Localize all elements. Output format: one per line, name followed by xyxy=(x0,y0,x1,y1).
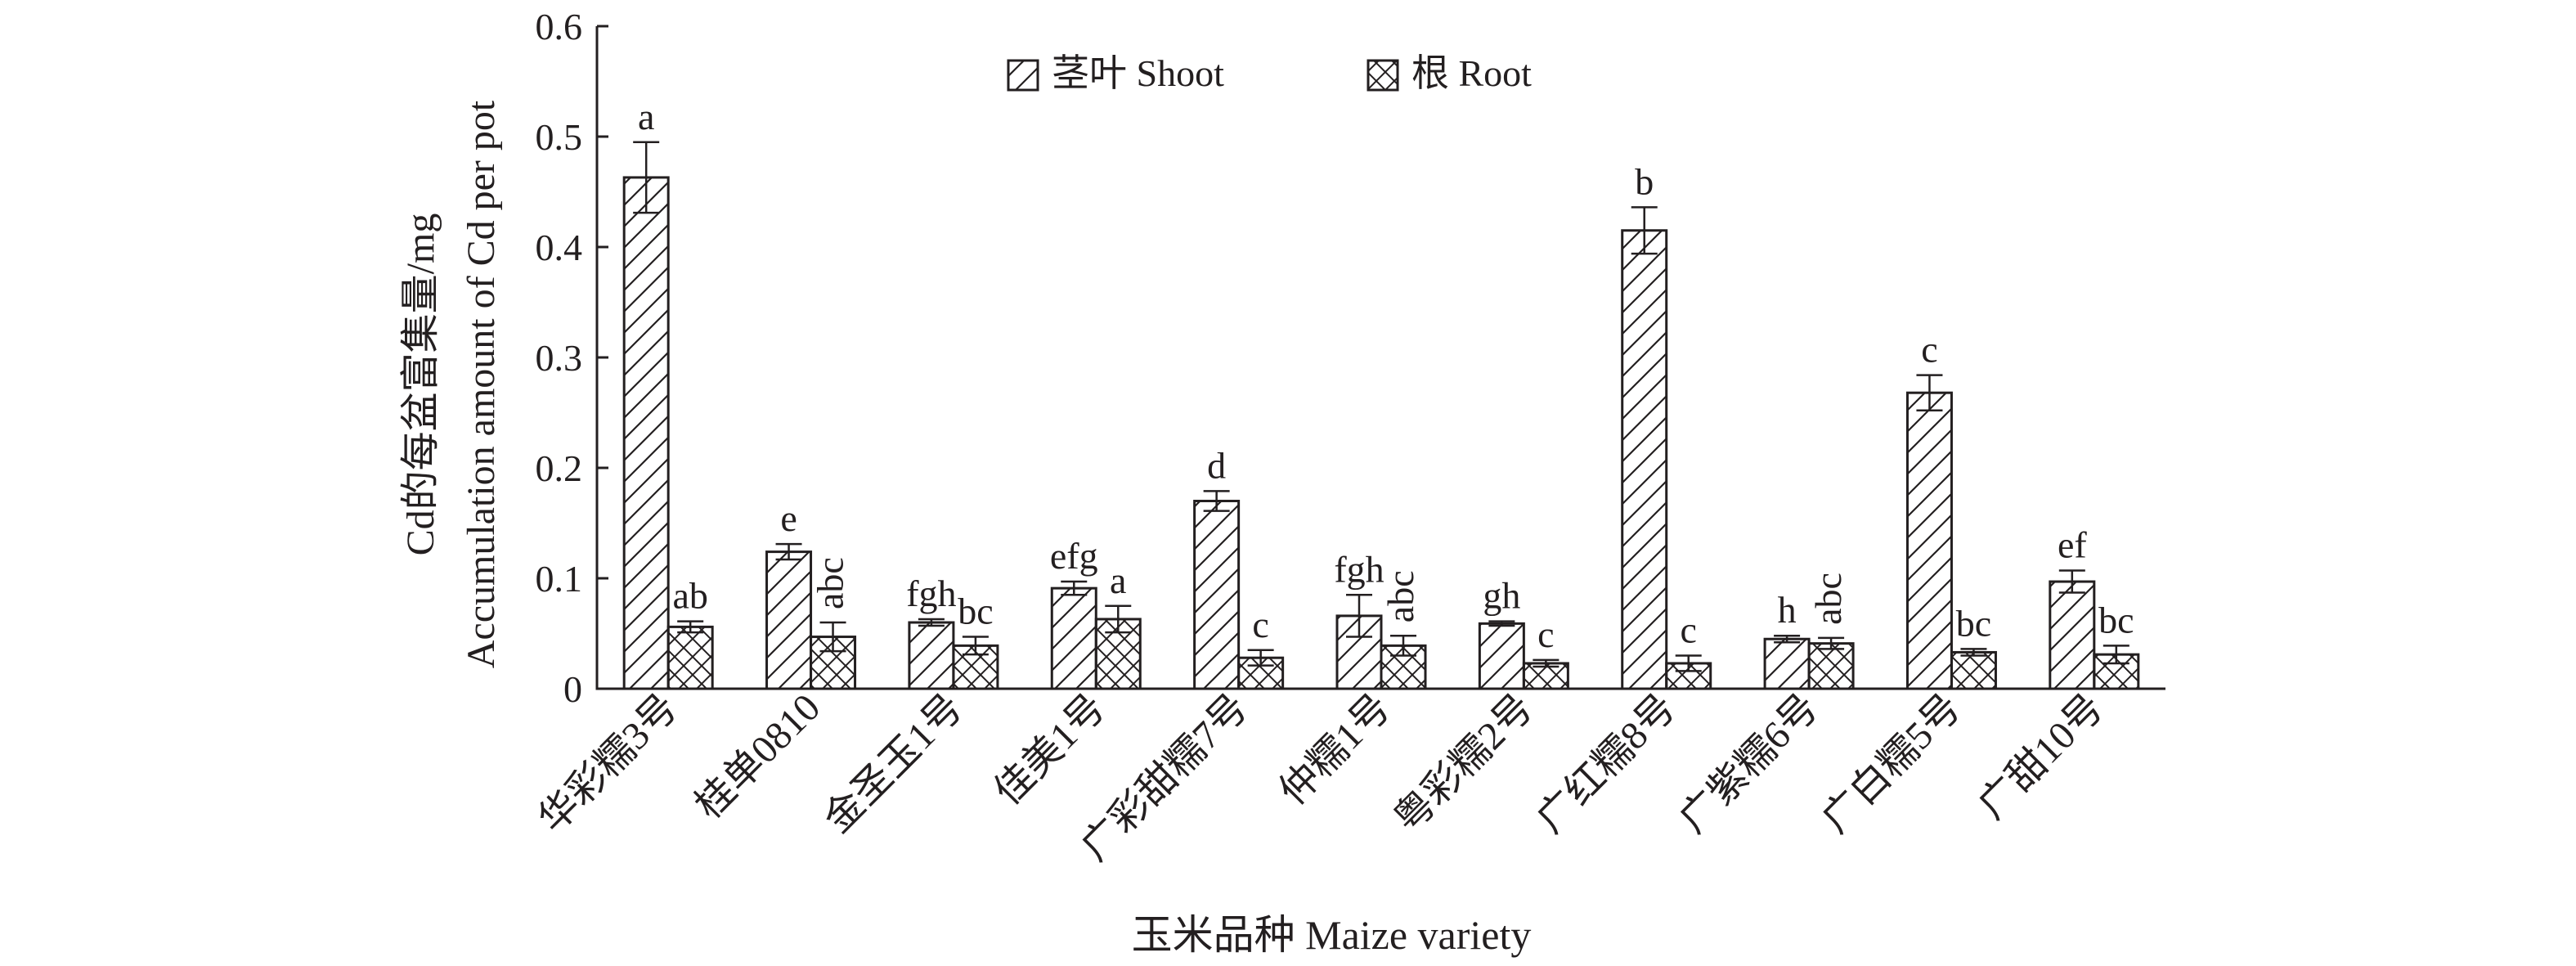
sig-label-root: a xyxy=(1110,559,1126,601)
sig-label-shoot: efg xyxy=(1050,535,1098,577)
sig-label-shoot: ef xyxy=(2058,524,2087,566)
sig-label-shoot: fgh xyxy=(1334,548,1384,590)
bar-shoot xyxy=(908,621,955,690)
sig-label-root: abc xyxy=(1807,573,1849,625)
y-tick-label: 0.3 xyxy=(536,337,583,379)
legend-item-shoot: 茎叶 Shoot xyxy=(1007,52,1224,94)
legend: 茎叶 Shoot 根 Root xyxy=(1007,52,1532,94)
sig-label-shoot: fgh xyxy=(906,573,956,614)
bar-shoot xyxy=(2049,580,2096,690)
bar-root xyxy=(1807,642,1855,690)
x-tick-label: 广红糯8号 xyxy=(1528,685,1684,841)
x-tick-label: 粤彩糯2号 xyxy=(1386,685,1542,841)
sig-label-shoot: gh xyxy=(1483,575,1520,617)
x-tick-label: 佳美1号 xyxy=(986,685,1114,813)
bar-shoot xyxy=(1478,622,1525,690)
bar-root xyxy=(1950,650,1997,690)
legend-swatch-root xyxy=(1367,59,1399,92)
sig-label-root: bc xyxy=(958,591,993,632)
plot-area: 00.10.20.30.40.50.6aab华彩糯3号eabc桂单0810fgh… xyxy=(531,6,2165,869)
x-tick-label: 金圣玉1号 xyxy=(815,685,971,841)
sig-label-root: bc xyxy=(1956,602,1991,644)
y-tick-label: 0.5 xyxy=(536,116,583,158)
sig-label-shoot: a xyxy=(638,96,654,137)
x-tick-label: 桂单0810 xyxy=(687,685,828,827)
y-axis-title-en: Accumulation amount of Cd per pot xyxy=(460,100,503,668)
bar-root xyxy=(1237,656,1285,690)
sig-label-root: abc xyxy=(810,557,851,609)
legend-swatch-shoot xyxy=(1007,59,1039,92)
y-tick-label: 0 xyxy=(563,668,582,710)
bar-root xyxy=(1665,662,1712,690)
x-axis-title: 玉米品种 Maize variety xyxy=(1132,912,1532,958)
sig-label-root: ab xyxy=(672,575,707,617)
x-tick-label: 广甜10号 xyxy=(1970,685,2112,827)
sig-label-shoot: h xyxy=(1778,589,1797,631)
y-axis-title: Cd的每盆富集量/mg Accumulation amount of Cd pe… xyxy=(399,100,503,668)
y-tick-label: 0.2 xyxy=(536,447,583,489)
sig-label-shoot: e xyxy=(780,497,797,539)
bar-shoot xyxy=(765,550,813,690)
legend-item-root: 根 Root xyxy=(1367,52,1532,94)
y-tick-label: 0.6 xyxy=(536,6,583,47)
bar-shoot xyxy=(622,176,670,690)
sig-label-root: bc xyxy=(2098,599,2134,640)
x-tick-label: 广紫糯6号 xyxy=(1672,685,1827,841)
legend-label-root: 根 Root xyxy=(1411,52,1532,94)
x-tick-label: 华彩糯3号 xyxy=(531,685,686,841)
bar-shoot xyxy=(1621,229,1668,690)
legend-label-shoot: 茎叶 Shoot xyxy=(1052,52,1224,94)
sig-label-shoot: c xyxy=(1921,329,1937,371)
y-axis-title-cn: Cd的每盆富集量/mg xyxy=(399,213,442,556)
bar-shoot xyxy=(1050,586,1097,690)
bar-shoot xyxy=(1193,500,1241,690)
sig-label-root: c xyxy=(1252,604,1268,645)
sig-label-root: c xyxy=(1537,613,1554,655)
bar-shoot xyxy=(1905,391,1953,690)
y-tick-label: 0.4 xyxy=(536,227,583,268)
x-tick-label: 仲糯1号 xyxy=(1271,685,1398,813)
bar-root xyxy=(666,625,714,690)
y-tick-label: 0.1 xyxy=(536,558,583,600)
sig-label-root: c xyxy=(1681,609,1697,651)
sig-label-root: abc xyxy=(1380,570,1421,622)
x-tick-label: 广白糯5号 xyxy=(1814,685,1969,841)
sig-label-shoot: d xyxy=(1207,444,1226,486)
bar-shoot xyxy=(1763,637,1811,690)
sig-label-shoot: b xyxy=(1635,160,1654,202)
